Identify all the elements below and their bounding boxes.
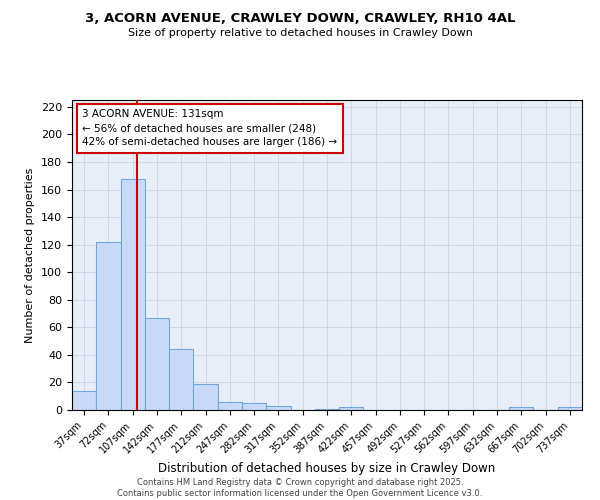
Y-axis label: Number of detached properties: Number of detached properties [25,168,35,342]
Bar [242,403,266,410]
Bar [266,406,290,410]
Bar [169,350,193,410]
Text: 3, ACORN AVENUE, CRAWLEY DOWN, CRAWLEY, RH10 4AL: 3, ACORN AVENUE, CRAWLEY DOWN, CRAWLEY, … [85,12,515,26]
Text: Size of property relative to detached houses in Crawley Down: Size of property relative to detached ho… [128,28,472,38]
Text: 3 ACORN AVENUE: 131sqm
← 56% of detached houses are smaller (248)
42% of semi-de: 3 ACORN AVENUE: 131sqm ← 56% of detached… [82,110,337,148]
Bar [72,390,96,410]
Bar [558,407,582,410]
Bar [509,407,533,410]
Bar [339,407,364,410]
X-axis label: Distribution of detached houses by size in Crawley Down: Distribution of detached houses by size … [158,462,496,474]
Bar [121,178,145,410]
Text: Contains HM Land Registry data © Crown copyright and database right 2025.
Contai: Contains HM Land Registry data © Crown c… [118,478,482,498]
Bar [315,408,339,410]
Bar [193,384,218,410]
Bar [96,242,121,410]
Bar [218,402,242,410]
Bar [145,318,169,410]
